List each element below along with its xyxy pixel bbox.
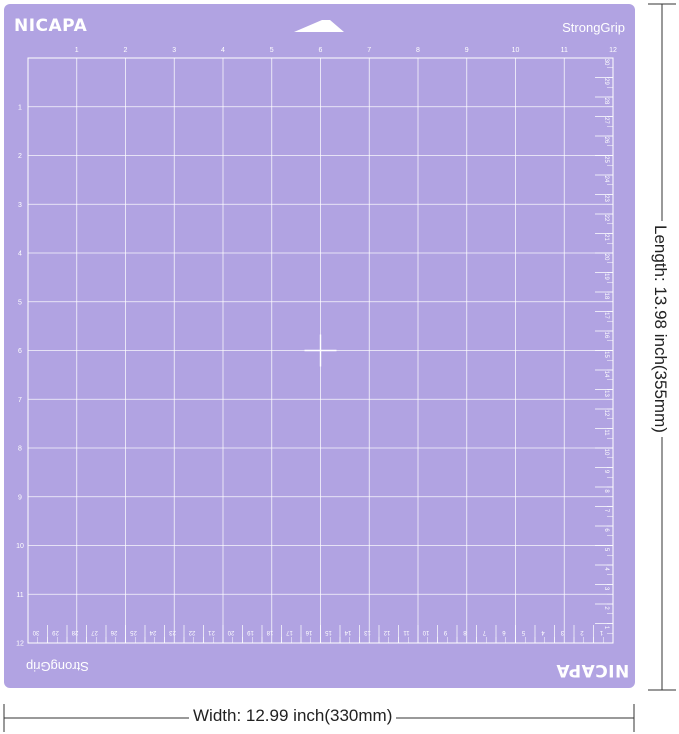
right-ruler-cm-label: 9 [603, 470, 609, 474]
left-ruler-label: 2 [18, 153, 22, 160]
right-ruler-cm-label: 28 [603, 98, 609, 105]
left-ruler-label: 8 [18, 446, 22, 453]
top-ruler-label: 6 [319, 47, 323, 54]
grip-label-top: StrongGrip [562, 20, 625, 35]
bottom-ruler-cm-label: 24 [149, 629, 156, 635]
bottom-ruler-cm-label: 17 [286, 629, 293, 635]
bottom-ruler-cm-label: 4 [541, 629, 545, 635]
right-ruler-cm-label: 29 [603, 78, 609, 85]
bottom-ruler-cm-label: 7 [482, 629, 486, 635]
bottom-ruler-cm-label: 20 [227, 629, 234, 635]
bottom-ruler-cm-label: 2 [580, 629, 584, 635]
bottom-ruler-cm-label: 19 [247, 629, 254, 635]
bottom-ruler-cm-label: 25 [130, 629, 137, 635]
right-ruler-cm-label: 4 [603, 567, 609, 571]
left-ruler-label: 9 [18, 494, 22, 501]
bottom-ruler-cm-label: 9 [443, 629, 447, 635]
bottom-ruler-cm-label: 6 [502, 629, 506, 635]
right-ruler-cm-label: 15 [603, 351, 609, 358]
top-ruler-label: 12 [609, 47, 617, 54]
left-ruler-label: 7 [18, 397, 22, 404]
right-ruler-cm-label: 21 [603, 234, 609, 241]
right-ruler-cm-label: 1 [603, 626, 609, 630]
top-ruler-label: 8 [416, 47, 420, 54]
top-ruler-label: 7 [367, 47, 371, 54]
bottom-ruler-cm-label: 16 [305, 629, 312, 635]
length-label: Length: 13.98 inch(355mm) [650, 221, 670, 437]
bottom-ruler-cm-label: 18 [266, 629, 273, 635]
right-ruler-cm-label: 2 [603, 606, 609, 610]
right-ruler-cm-label: 14 [603, 371, 609, 378]
right-ruler-cm-label: 27 [603, 117, 609, 124]
bottom-ruler-cm-label: 13 [364, 629, 371, 635]
top-ruler-label: 1 [75, 47, 79, 54]
mat-background [4, 4, 635, 688]
right-ruler-cm-label: 20 [603, 254, 609, 261]
bottom-ruler-cm-label: 10 [422, 629, 429, 635]
right-ruler-cm-label: 3 [603, 587, 609, 591]
left-ruler-label: 11 [16, 592, 23, 599]
top-ruler-label: 11 [561, 47, 568, 54]
bottom-ruler-cm-label: 5 [521, 629, 525, 635]
bottom-ruler-cm-label: 1 [599, 629, 603, 635]
right-ruler-cm-label: 18 [603, 293, 609, 300]
right-ruler-cm-label: 26 [603, 137, 609, 144]
left-ruler-label: 1 [18, 104, 22, 111]
top-ruler-label: 2 [124, 47, 128, 54]
top-ruler-label: 10 [512, 47, 520, 54]
right-ruler-cm-label: 30 [603, 59, 609, 66]
right-ruler-cm-label: 5 [603, 548, 609, 552]
bottom-ruler-cm-label: 26 [110, 629, 117, 635]
bottom-ruler-cm-label: 11 [403, 629, 410, 635]
bottom-ruler-cm-label: 30 [32, 629, 39, 635]
width-label: Width: 12.99 inch(330mm) [189, 706, 397, 726]
bottom-ruler-cm-label: 21 [208, 629, 215, 635]
right-ruler-cm-label: 23 [603, 195, 609, 202]
top-ruler-label: 5 [270, 47, 274, 54]
bottom-ruler-cm-label: 14 [344, 629, 351, 635]
bottom-ruler-cm-label: 27 [91, 629, 98, 635]
left-ruler-label: 3 [18, 202, 22, 209]
right-ruler-cm-label: 16 [603, 332, 609, 339]
mat-graphic: 1 2 3 4 5 6 7 8 9 10 11 121234567891011123029282726… [4, 4, 635, 688]
right-ruler-cm-label: 17 [603, 312, 609, 319]
brand-logo-top: NICAPA [14, 16, 88, 36]
bottom-ruler-cm-label: 8 [463, 629, 467, 635]
right-ruler-cm-label: 6 [603, 528, 609, 532]
top-ruler-label: 9 [465, 47, 469, 54]
bottom-ruler-cm-label: 15 [325, 629, 332, 635]
right-ruler-cm-label: 12 [603, 410, 609, 417]
right-ruler-cm-label: 7 [603, 509, 609, 513]
hanging-notch [294, 20, 344, 32]
right-ruler-cm-label: 10 [603, 449, 609, 456]
cutting-mat: 1 2 3 4 5 6 7 8 9 10 11 12 1 2 3 4 5 6 7 8 9 10 11 12 30 29 28 27 26… [4, 4, 635, 688]
top-ruler-label: 4 [221, 47, 225, 54]
bottom-ruler-cm-label: 28 [71, 629, 78, 635]
right-ruler-cm-label: 8 [603, 489, 609, 493]
left-ruler-label: 5 [18, 299, 22, 306]
bottom-ruler-cm-label: 29 [52, 629, 59, 635]
left-ruler-label: 10 [16, 543, 24, 550]
left-ruler-label: 4 [18, 251, 22, 258]
left-ruler-label: 6 [18, 348, 22, 355]
right-ruler-cm-label: 11 [603, 429, 609, 436]
left-ruler-label: 12 [16, 641, 24, 648]
right-ruler-cm-label: 22 [603, 215, 609, 222]
bottom-ruler-cm-label: 22 [188, 629, 195, 635]
right-ruler-cm-label: 25 [603, 156, 609, 163]
right-ruler-cm-label: 13 [603, 390, 609, 397]
bottom-ruler-cm-label: 3 [560, 629, 564, 635]
right-ruler-cm-label: 24 [603, 176, 609, 183]
brand-logo-bottom: NICAPA [555, 660, 629, 680]
bottom-ruler-cm-label: 12 [383, 629, 390, 635]
grip-label-bottom: StrongGrip [26, 659, 89, 674]
top-ruler-label: 3 [172, 47, 176, 54]
right-ruler-cm-label: 19 [603, 273, 609, 280]
bottom-ruler-cm-label: 23 [169, 629, 176, 635]
